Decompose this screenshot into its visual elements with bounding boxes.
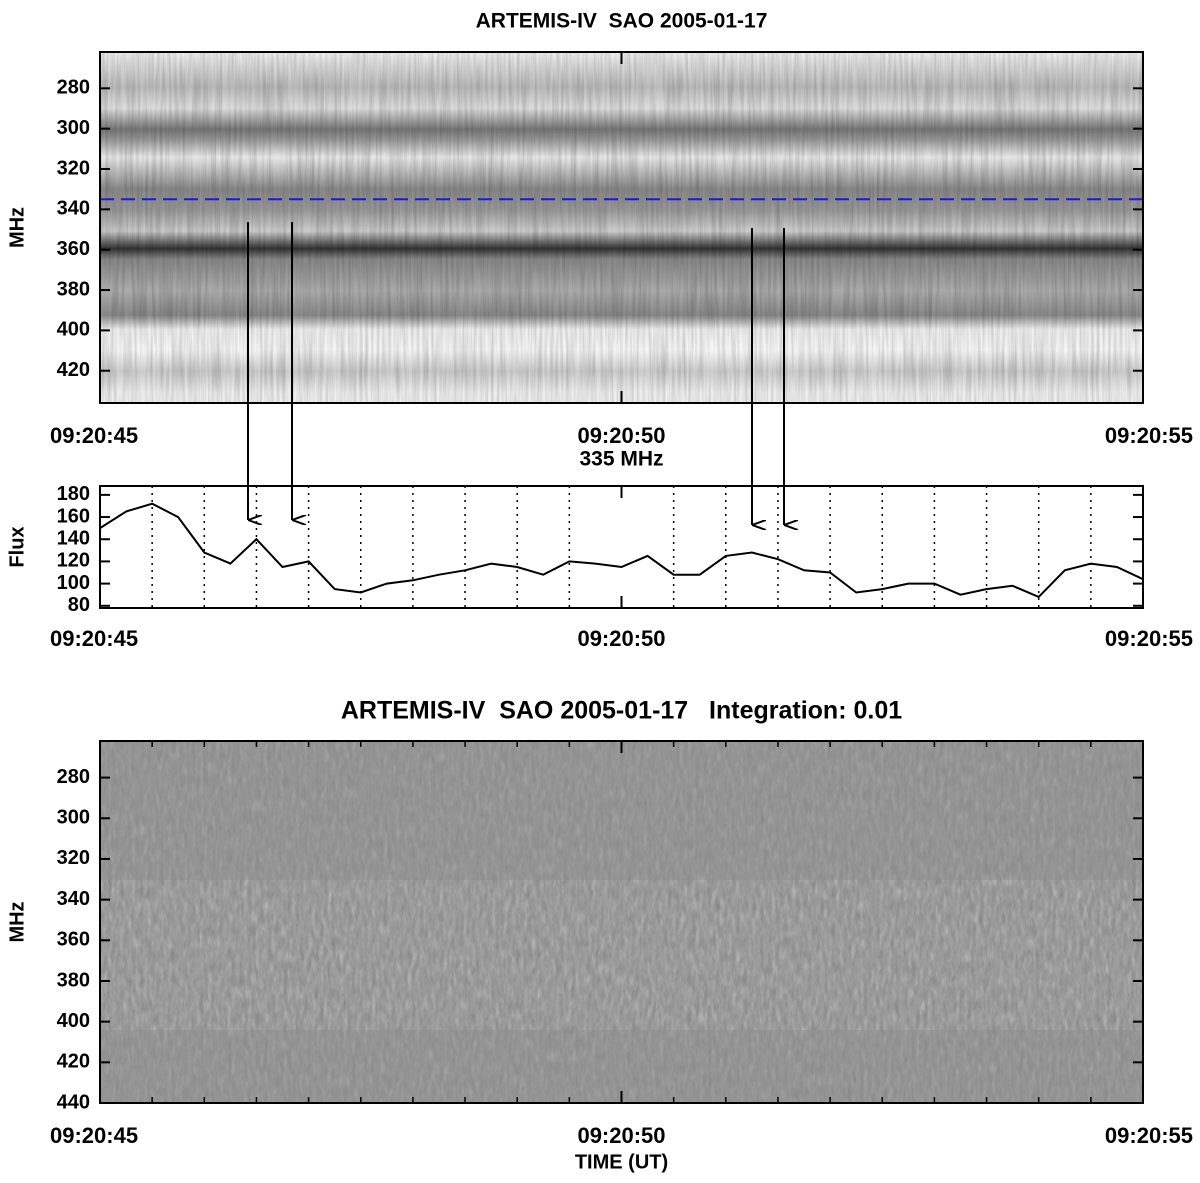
y-tick-label: 100 bbox=[57, 572, 90, 594]
y-tick-label: 160 bbox=[57, 505, 90, 527]
x-tick-label: 09:20:45 bbox=[50, 423, 138, 448]
y-tick-label: 280 bbox=[57, 766, 90, 788]
arrows bbox=[247, 222, 784, 525]
x-tick-label: 09:20:50 bbox=[577, 423, 665, 448]
x-tick-label: 09:20:45 bbox=[50, 1123, 138, 1148]
y-axis-label: MHz bbox=[6, 901, 28, 942]
y-tick-label: 440 bbox=[57, 1091, 90, 1113]
x-tick-label: 09:20:50 bbox=[577, 626, 665, 651]
y-tick-label: 380 bbox=[57, 278, 90, 300]
y-tick-label: 120 bbox=[57, 550, 90, 572]
y-tick-label: 380 bbox=[57, 969, 90, 991]
y-axis-label: Flux bbox=[6, 526, 28, 567]
y-tick-label: 340 bbox=[57, 888, 90, 910]
chart-title: ARTEMIS-IV SAO 2005-01-17 Integration: 0… bbox=[341, 697, 902, 725]
y-axis-label: MHz bbox=[6, 207, 28, 248]
y-tick-label: 420 bbox=[57, 1051, 90, 1073]
x-tick-label: 09:20:50 bbox=[577, 1123, 665, 1148]
x-tick-label: 09:20:55 bbox=[1105, 626, 1193, 651]
x-tick-label: 09:20:55 bbox=[1105, 1123, 1193, 1148]
y-tick-label: 400 bbox=[57, 1010, 90, 1032]
y-tick-label: 320 bbox=[57, 847, 90, 869]
x-tick-label: 09:20:45 bbox=[50, 626, 138, 651]
chart-title: ARTEMIS-IV SAO 2005-01-17 bbox=[476, 10, 768, 33]
y-tick-label: 180 bbox=[57, 483, 90, 505]
difference-image bbox=[100, 741, 1143, 1103]
y-tick-label: 280 bbox=[57, 77, 90, 99]
chart-title: 335 MHz bbox=[579, 448, 663, 471]
x-axis-label: TIME (UT) bbox=[575, 1151, 668, 1173]
y-tick-label: 360 bbox=[57, 929, 90, 951]
y-tick-label: 360 bbox=[57, 238, 90, 260]
x-tick-label: 09:20:55 bbox=[1105, 423, 1193, 448]
y-tick-label: 300 bbox=[57, 117, 90, 139]
y-tick-label: 420 bbox=[57, 359, 90, 381]
y-tick-label: 300 bbox=[57, 807, 90, 829]
y-tick-label: 400 bbox=[57, 319, 90, 341]
y-tick-label: 320 bbox=[57, 157, 90, 179]
y-tick-label: 140 bbox=[57, 528, 90, 550]
flux-line bbox=[99, 502, 1144, 599]
spectrogram-image bbox=[100, 52, 1143, 403]
y-tick-label: 340 bbox=[57, 198, 90, 220]
y-tick-label: 80 bbox=[68, 594, 90, 616]
